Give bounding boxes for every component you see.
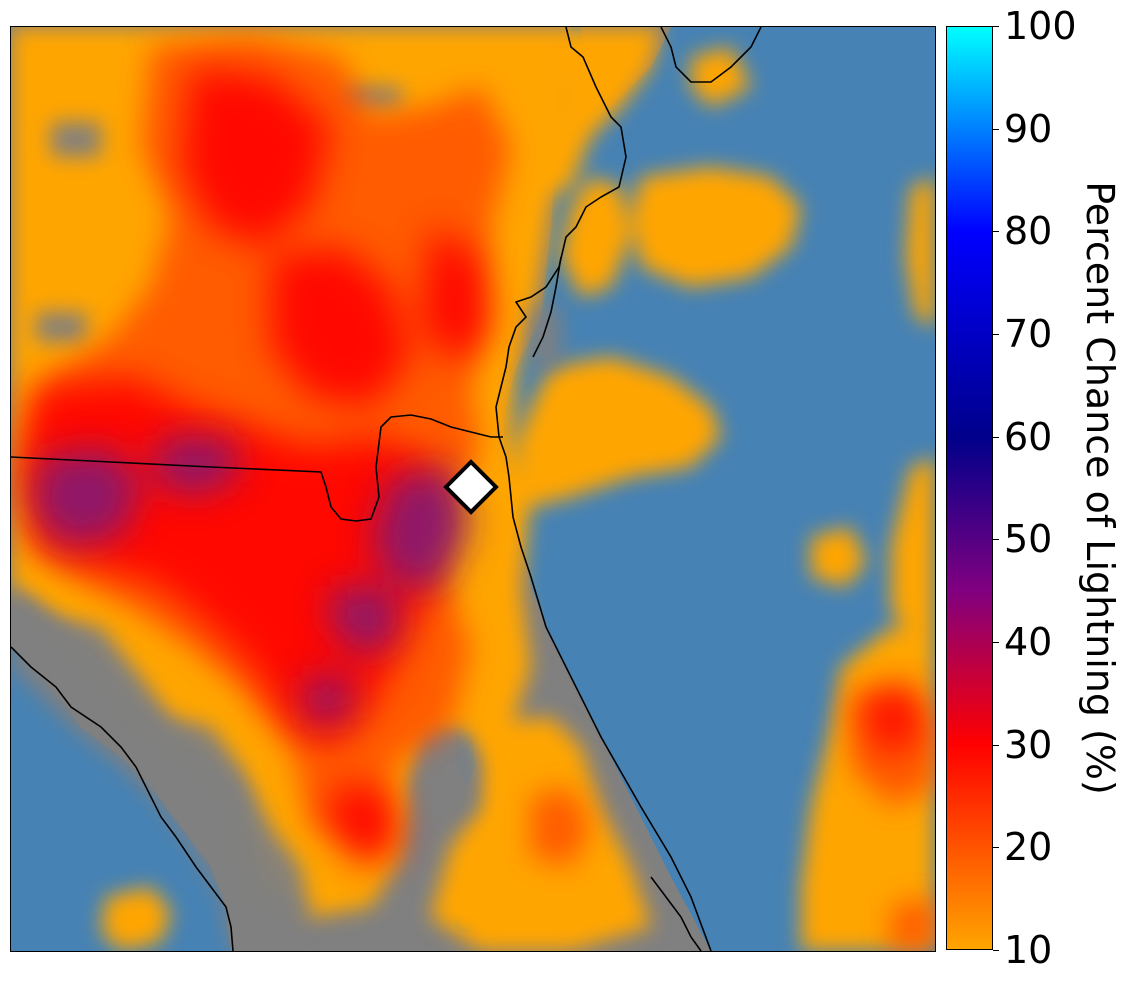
location-marker-icon — [443, 459, 499, 515]
map-canvas — [11, 27, 935, 951]
colorbar-tick-label: 40 — [1004, 620, 1053, 664]
colorbar-tick-label: 80 — [1004, 209, 1053, 254]
colorbar-tick-mark — [993, 231, 999, 233]
colorbar-tick-mark — [993, 642, 999, 643]
colorbar-tick-label: 70 — [1004, 312, 1053, 356]
colorbar-tick-mark — [993, 744, 999, 746]
colorbar-tick-mark — [993, 436, 999, 438]
colorbar-tick-label: 30 — [1004, 722, 1053, 767]
colorbar-tick-mark — [993, 847, 999, 849]
gulf-water — [11, 647, 231, 951]
lightning-probability-map — [10, 26, 936, 952]
colorbar-tick-label: 100 — [1004, 4, 1077, 48]
lightning-high-coverage — [21, 67, 921, 867]
colorbar-tick-mark — [993, 539, 999, 541]
colorbar-tick-label: 10 — [1004, 928, 1053, 972]
colorbar-tick-mark — [993, 128, 999, 130]
colorbar — [946, 26, 993, 950]
coastline — [11, 27, 762, 951]
colorbar-tick-mark — [993, 950, 999, 951]
colorbar-tick-label: 50 — [1004, 517, 1053, 562]
colorbar-tick-mark — [993, 334, 999, 335]
colorbar-tick-label: 60 — [1004, 414, 1053, 459]
colorbar-tick-label: 90 — [1004, 106, 1053, 151]
colorbar-tick-label: 20 — [1004, 825, 1053, 870]
colorbar-tick-mark — [993, 26, 999, 27]
colorbar-title: Percent Chance of Lightning (%) — [1078, 181, 1122, 795]
